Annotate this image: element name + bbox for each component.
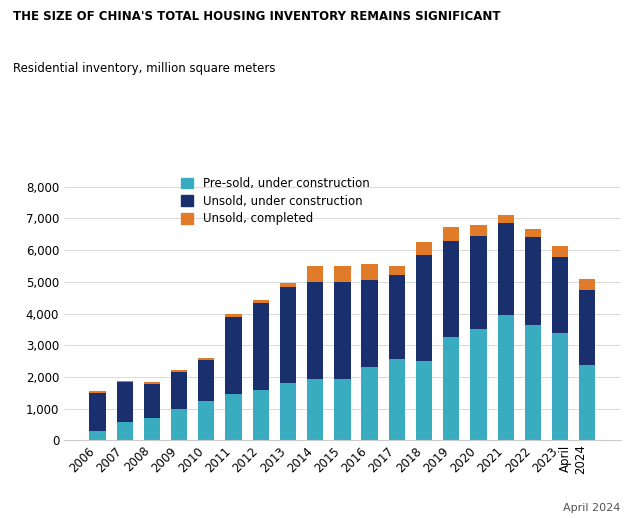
Bar (443, 227, 460, 241)
Bar (362, 367, 378, 440)
Bar (525, 325, 541, 440)
Bar (280, 286, 296, 383)
Bar (225, 394, 242, 440)
Bar (388, 275, 405, 359)
Bar (198, 360, 214, 401)
Bar (116, 381, 133, 382)
Bar (552, 257, 568, 333)
Bar (416, 241, 432, 255)
Bar (579, 279, 595, 291)
Bar (144, 383, 160, 419)
Bar (388, 266, 405, 275)
Text: April 2024: April 2024 (563, 503, 621, 513)
Bar (198, 401, 214, 440)
Bar (116, 422, 133, 440)
Bar (280, 383, 296, 440)
Text: Residential inventory, million square meters: Residential inventory, million square me… (13, 62, 275, 75)
Bar (307, 379, 323, 440)
Bar (334, 282, 351, 379)
Bar (470, 329, 486, 440)
Bar (280, 283, 296, 286)
Legend: Pre-sold, under construction, Unsold, under construction, Unsold, completed: Pre-sold, under construction, Unsold, un… (181, 177, 369, 225)
Bar (334, 379, 351, 440)
Bar (497, 215, 514, 223)
Bar (470, 236, 486, 329)
Bar (116, 382, 133, 422)
Bar (552, 333, 568, 440)
Bar (253, 390, 269, 440)
Bar (90, 431, 106, 440)
Bar (90, 391, 106, 393)
Text: THE SIZE OF CHINA'S TOTAL HOUSING INVENTORY REMAINS SIGNIFICANT: THE SIZE OF CHINA'S TOTAL HOUSING INVENT… (13, 10, 500, 23)
Bar (552, 246, 568, 257)
Bar (362, 264, 378, 280)
Bar (225, 313, 242, 316)
Bar (307, 282, 323, 379)
Bar (470, 225, 486, 236)
Bar (497, 223, 514, 315)
Bar (525, 228, 541, 237)
Bar (579, 365, 595, 440)
Bar (525, 237, 541, 325)
Bar (334, 266, 351, 282)
Bar (171, 370, 188, 372)
Bar (497, 315, 514, 440)
Bar (443, 241, 460, 337)
Bar (225, 316, 242, 394)
Bar (144, 382, 160, 383)
Bar (362, 280, 378, 367)
Bar (416, 255, 432, 361)
Bar (443, 337, 460, 440)
Bar (171, 372, 188, 409)
Bar (416, 361, 432, 440)
Bar (388, 359, 405, 440)
Bar (307, 266, 323, 282)
Bar (253, 303, 269, 390)
Bar (90, 393, 106, 431)
Bar (171, 409, 188, 440)
Bar (579, 291, 595, 365)
Bar (144, 419, 160, 440)
Bar (198, 358, 214, 360)
Bar (253, 300, 269, 303)
